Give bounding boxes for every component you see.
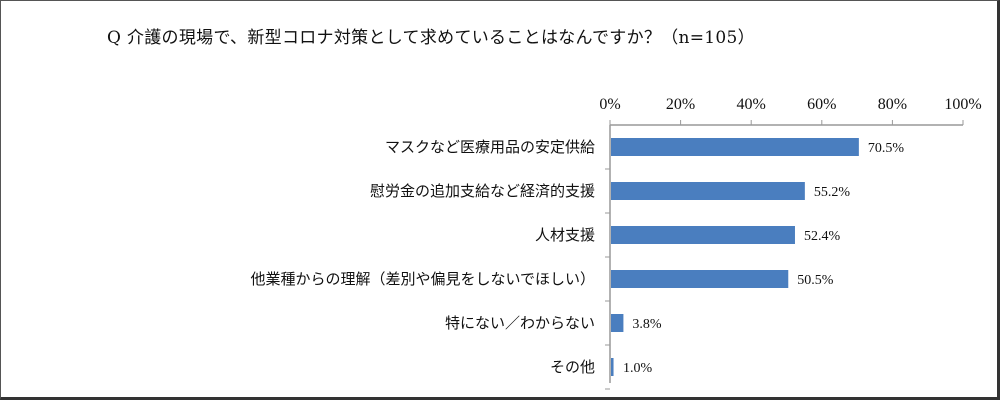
data-label: 3.8% [632, 317, 662, 332]
category-label: 他業種からの理解（差別や偏見をしないでほしい） [250, 270, 595, 288]
chart-title: Q 介護の現場で、新型コロナ対策として求めていることはなんですか？（n=105） [107, 28, 755, 48]
data-label: 50.5% [797, 273, 834, 288]
x-tick-label: 100% [944, 96, 981, 113]
x-tick-label: 60% [807, 96, 836, 113]
x-tick-label: 80% [878, 96, 907, 113]
data-label: 70.5% [868, 141, 905, 156]
bar [611, 314, 624, 332]
x-tick-label: 20% [666, 96, 695, 113]
category-label: 特にない／わからない [445, 314, 595, 332]
data-label: 1.0% [623, 361, 653, 376]
category-label: マスクなど医療用品の安定供給 [385, 138, 595, 156]
bar [611, 138, 859, 156]
bar [611, 182, 805, 200]
x-tick-label: 0% [599, 96, 620, 113]
category-label: 人材支援 [535, 226, 595, 244]
category-label: その他 [550, 358, 595, 376]
data-label: 55.2% [814, 185, 851, 200]
data-label: 52.4% [804, 229, 841, 244]
x-tick-label: 40% [737, 96, 766, 113]
bar [611, 226, 795, 244]
bar [611, 270, 789, 288]
bar [611, 358, 614, 376]
category-label: 慰労金の追加支給など経済的支援 [370, 182, 595, 200]
